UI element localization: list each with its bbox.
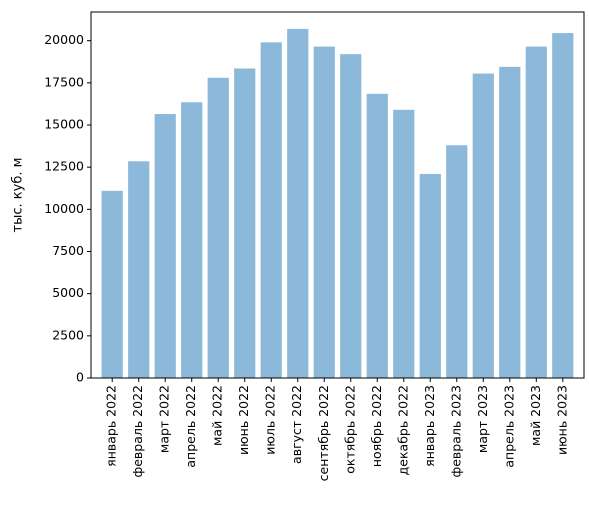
bar-12 [393,109,415,378]
x-tick-label: декабрь 2022 [395,385,410,475]
bar-13 [419,173,441,378]
y-tick-label: 5000 [52,285,84,300]
bar-14 [446,145,468,378]
x-tick-label: февраль 2022 [130,385,145,477]
bar-9 [313,46,335,378]
x-tick-label: август 2022 [289,385,304,464]
x-tick-label: сентябрь 2022 [316,385,331,481]
bar-16 [499,66,521,378]
x-tick-label: март 2022 [157,385,172,453]
y-tick-label: 17500 [44,74,84,89]
y-tick-label: 2500 [52,327,84,342]
bar-3 [154,114,176,378]
bar-7 [260,42,282,379]
x-tick-label: май 2022 [210,385,225,446]
axes-frame [90,11,585,379]
bar-4 [181,102,203,379]
x-tick-label: январь 2022 [104,385,119,467]
x-tick-label: апрель 2023 [501,385,516,468]
y-tick-label: 12500 [44,159,84,174]
x-tick-label: июнь 2023 [554,385,569,455]
y-axis-title: тыс. куб. м [11,158,26,233]
x-tick-label: июль 2022 [263,385,278,455]
x-tick-label: май 2023 [528,385,543,446]
bar-1 [101,190,123,378]
bars-group [101,28,574,379]
x-tick-label: июнь 2022 [236,385,251,455]
x-tick-label: март 2023 [475,385,490,453]
x-tick-label: апрель 2022 [183,385,198,468]
x-tick-label: октябрь 2022 [342,385,357,474]
y-axis-ticks: 0 2500 5000 7500 10000 12500 15000 17500 20000 [44,32,91,385]
bar-2 [128,161,150,378]
bar-10 [340,54,362,379]
y-tick-label: 0 [76,370,84,385]
y-tick-label: 7500 [52,243,84,258]
x-tick-label: ноябрь 2022 [369,385,384,467]
y-tick-label: 15000 [44,117,84,132]
y-tick-label: 20000 [44,32,84,47]
x-tick-label: февраль 2023 [448,385,463,477]
bar-15 [472,73,494,378]
bar-17 [525,46,547,378]
bar-18 [552,33,574,378]
bar-5 [207,77,229,378]
x-tick-label: январь 2023 [422,385,437,467]
bar-11 [366,93,388,379]
bar-8 [287,28,309,379]
bar-6 [234,68,256,378]
y-tick-label: 10000 [44,201,84,216]
x-axis-ticks: январь 2022 февраль 2022 март 2022 апрель 2… [104,378,569,481]
